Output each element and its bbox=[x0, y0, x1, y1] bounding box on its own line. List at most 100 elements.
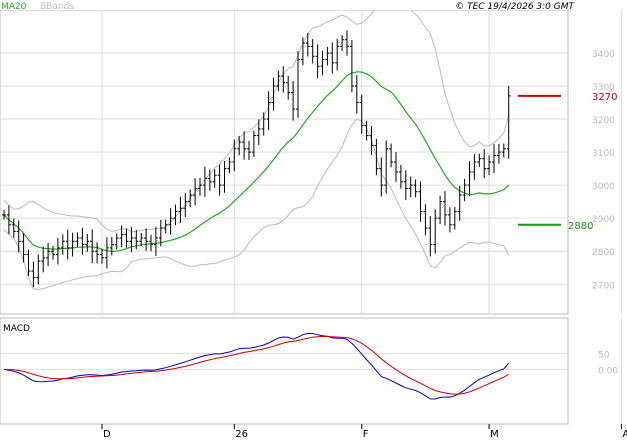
price-bar bbox=[305, 32, 310, 57]
price-bar bbox=[227, 157, 232, 174]
macd-panel: MACD 500.00 bbox=[0, 317, 618, 425]
price-bar bbox=[403, 170, 408, 200]
chart-header: MA20 BBands © TEC 19/4/2026 3:0 GMT bbox=[0, 0, 576, 12]
price-bar bbox=[369, 125, 374, 156]
support-level-label: 2880 bbox=[568, 221, 593, 232]
price-bar bbox=[237, 135, 242, 156]
price-bar bbox=[325, 47, 330, 66]
price-bar bbox=[315, 44, 320, 79]
price-y-ticks: 2700 2800 2900 3000 3100 3200 3300 3400 bbox=[592, 50, 615, 291]
price-bar bbox=[379, 157, 384, 197]
price-bar bbox=[428, 216, 433, 257]
price-bar bbox=[271, 77, 276, 111]
macd-line bbox=[3, 332, 510, 400]
macd-y-tick-label: 50 bbox=[598, 350, 610, 360]
price-bar bbox=[163, 219, 168, 234]
price-bar bbox=[75, 232, 80, 247]
price-bar bbox=[394, 152, 398, 182]
price-bar bbox=[65, 229, 70, 260]
price-bar bbox=[398, 164, 403, 189]
x-tick-label: D bbox=[103, 429, 111, 440]
price-bar bbox=[330, 42, 335, 74]
price-bar bbox=[247, 140, 251, 161]
price-bar bbox=[457, 185, 462, 221]
price-bar bbox=[349, 40, 354, 93]
price-bar bbox=[31, 261, 36, 288]
price-bar bbox=[335, 38, 340, 71]
price-y-tick-label: 3300 bbox=[592, 83, 615, 93]
price-bar bbox=[188, 189, 193, 208]
price-bar bbox=[6, 205, 11, 235]
price-bar bbox=[359, 94, 364, 134]
price-bar bbox=[418, 181, 423, 222]
price-bar bbox=[129, 227, 134, 253]
price-y-tick-label: 3000 bbox=[592, 182, 615, 192]
price-bar bbox=[21, 233, 26, 263]
price-bar bbox=[55, 238, 60, 265]
macd-plot-area bbox=[0, 317, 569, 425]
price-bar bbox=[124, 228, 129, 248]
price-bar bbox=[139, 233, 144, 247]
price-bars bbox=[2, 30, 511, 288]
price-bar bbox=[364, 120, 369, 141]
price-bar bbox=[389, 143, 394, 168]
price-y-tick-label: 2900 bbox=[592, 215, 615, 225]
price-bar bbox=[2, 210, 6, 220]
price-bar bbox=[212, 169, 217, 188]
price-bar bbox=[354, 75, 359, 114]
price-bar bbox=[193, 178, 198, 206]
price-bar bbox=[256, 119, 261, 146]
price-bar bbox=[114, 233, 119, 250]
price-bar bbox=[462, 178, 467, 202]
price-bar bbox=[80, 227, 85, 255]
price-bar bbox=[198, 177, 202, 196]
price-bar bbox=[70, 232, 75, 257]
price-bar bbox=[286, 75, 291, 100]
macd-title: MACD bbox=[3, 324, 30, 334]
ma20-line bbox=[3, 71, 510, 253]
price-bar bbox=[266, 91, 271, 131]
price-bar bbox=[46, 242, 51, 267]
price-bar bbox=[310, 39, 315, 64]
price-bar bbox=[345, 30, 349, 56]
price-bar bbox=[158, 219, 163, 247]
resistance-level-label: 3270 bbox=[592, 92, 617, 103]
price-bar bbox=[467, 161, 472, 197]
price-bar bbox=[413, 179, 418, 198]
price-bar bbox=[452, 206, 457, 230]
x-tick-label: M bbox=[490, 429, 499, 440]
price-bar bbox=[26, 249, 31, 276]
x-tick-label: F bbox=[363, 429, 369, 440]
price-bar bbox=[423, 204, 428, 236]
price-bar bbox=[340, 35, 345, 51]
macd-y-ticks: 500.00 bbox=[598, 350, 618, 376]
price-bar bbox=[173, 204, 178, 226]
price-bar bbox=[487, 155, 492, 176]
price-bar bbox=[109, 237, 114, 256]
price-bar bbox=[482, 149, 487, 179]
bbands-upper-line bbox=[3, 0, 510, 233]
price-bar bbox=[242, 131, 247, 160]
price-y-tick-label: 3100 bbox=[592, 149, 615, 159]
price-bar bbox=[149, 234, 153, 252]
price-bar bbox=[477, 153, 482, 167]
price-bar bbox=[433, 209, 438, 254]
header-background bbox=[0, 0, 568, 10]
price-bar bbox=[222, 161, 227, 193]
x-tick-label: A bbox=[622, 429, 627, 440]
price-bar bbox=[100, 248, 104, 264]
price-bar bbox=[496, 143, 501, 164]
price-bar bbox=[95, 242, 100, 264]
macd-y-tick-label: 0.00 bbox=[598, 366, 618, 376]
price-bar bbox=[501, 143, 506, 158]
price-bar bbox=[217, 164, 222, 196]
price-bar bbox=[232, 139, 237, 172]
price-bar bbox=[51, 245, 55, 260]
price-bar bbox=[472, 154, 477, 180]
price-y-tick-label: 2800 bbox=[592, 248, 615, 258]
price-bar bbox=[168, 208, 173, 235]
ma-legend-label: MA20 bbox=[1, 2, 27, 12]
copyright-label: © TEC 19/4/2026 3:0 GMT bbox=[455, 2, 575, 12]
